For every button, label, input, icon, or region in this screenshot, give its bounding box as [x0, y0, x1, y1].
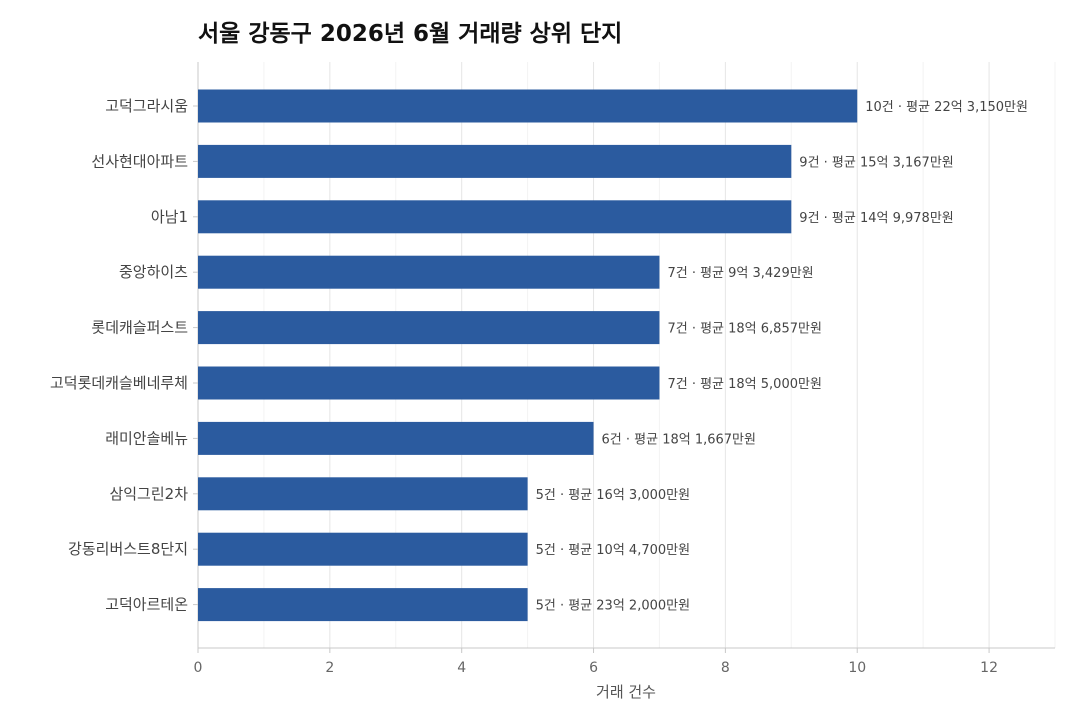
data-label: 7건 · 평균 18억 6,857만원 [667, 322, 821, 337]
category-label: 삼익그린2차 [109, 485, 188, 503]
data-label: 7건 · 평균 9억 3,429만원 [667, 266, 813, 281]
data-label: 5건 · 평균 23억 2,000만원 [536, 599, 690, 614]
bar [198, 366, 660, 400]
bar [198, 144, 792, 178]
data-label: 10건 · 평균 22억 3,150만원 [865, 100, 1028, 115]
category-label: 선사현대아파트 [91, 152, 188, 170]
axes: 0 2 4 6 8 10 12 [193, 62, 1055, 676]
category-label: 고덕그라시움 [105, 97, 188, 115]
x-tick-label: 6 [589, 660, 598, 676]
x-tick-label: 12 [980, 660, 998, 676]
category-label: 고덕아르테온 [105, 596, 188, 614]
bar [198, 477, 528, 511]
bar [198, 421, 594, 455]
x-tick-label: 0 [194, 660, 203, 676]
bar [198, 200, 792, 234]
category-label: 강동리버스트8단지 [68, 540, 188, 558]
x-axis-title: 거래 건수 [596, 683, 656, 701]
bars [198, 89, 858, 622]
category-label: 래미안솔베뉴 [105, 429, 188, 447]
data-label: 5건 · 평균 16억 3,000만원 [536, 488, 690, 503]
data-label: 7건 · 평균 18억 5,000만원 [667, 377, 821, 392]
bar [198, 89, 858, 123]
category-label: 고덕롯데캐슬베네루체 [50, 374, 188, 392]
x-tick-label: 4 [457, 660, 466, 676]
x-tick-label: 2 [325, 660, 334, 676]
x-tick-label: 8 [721, 660, 730, 676]
bar [198, 532, 528, 566]
data-label: 9건 · 평균 15억 3,167만원 [799, 155, 953, 170]
x-tick-label: 10 [848, 660, 866, 676]
data-label: 5건 · 평균 10억 4,700만원 [536, 543, 690, 558]
data-label: 6건 · 평균 18억 1,667만원 [602, 432, 756, 447]
bar [198, 588, 528, 622]
chart-title: 서울 강동구 2026년 6월 거래량 상위 단지 [198, 21, 623, 47]
data-label: 9건 · 평균 14억 9,978만원 [799, 211, 953, 226]
bar [198, 255, 660, 289]
category-label: 중앙하이츠 [119, 263, 188, 281]
category-label: 롯데캐슬퍼스트 [91, 319, 188, 337]
bar [198, 311, 660, 345]
category-label: 아남1 [151, 208, 188, 226]
